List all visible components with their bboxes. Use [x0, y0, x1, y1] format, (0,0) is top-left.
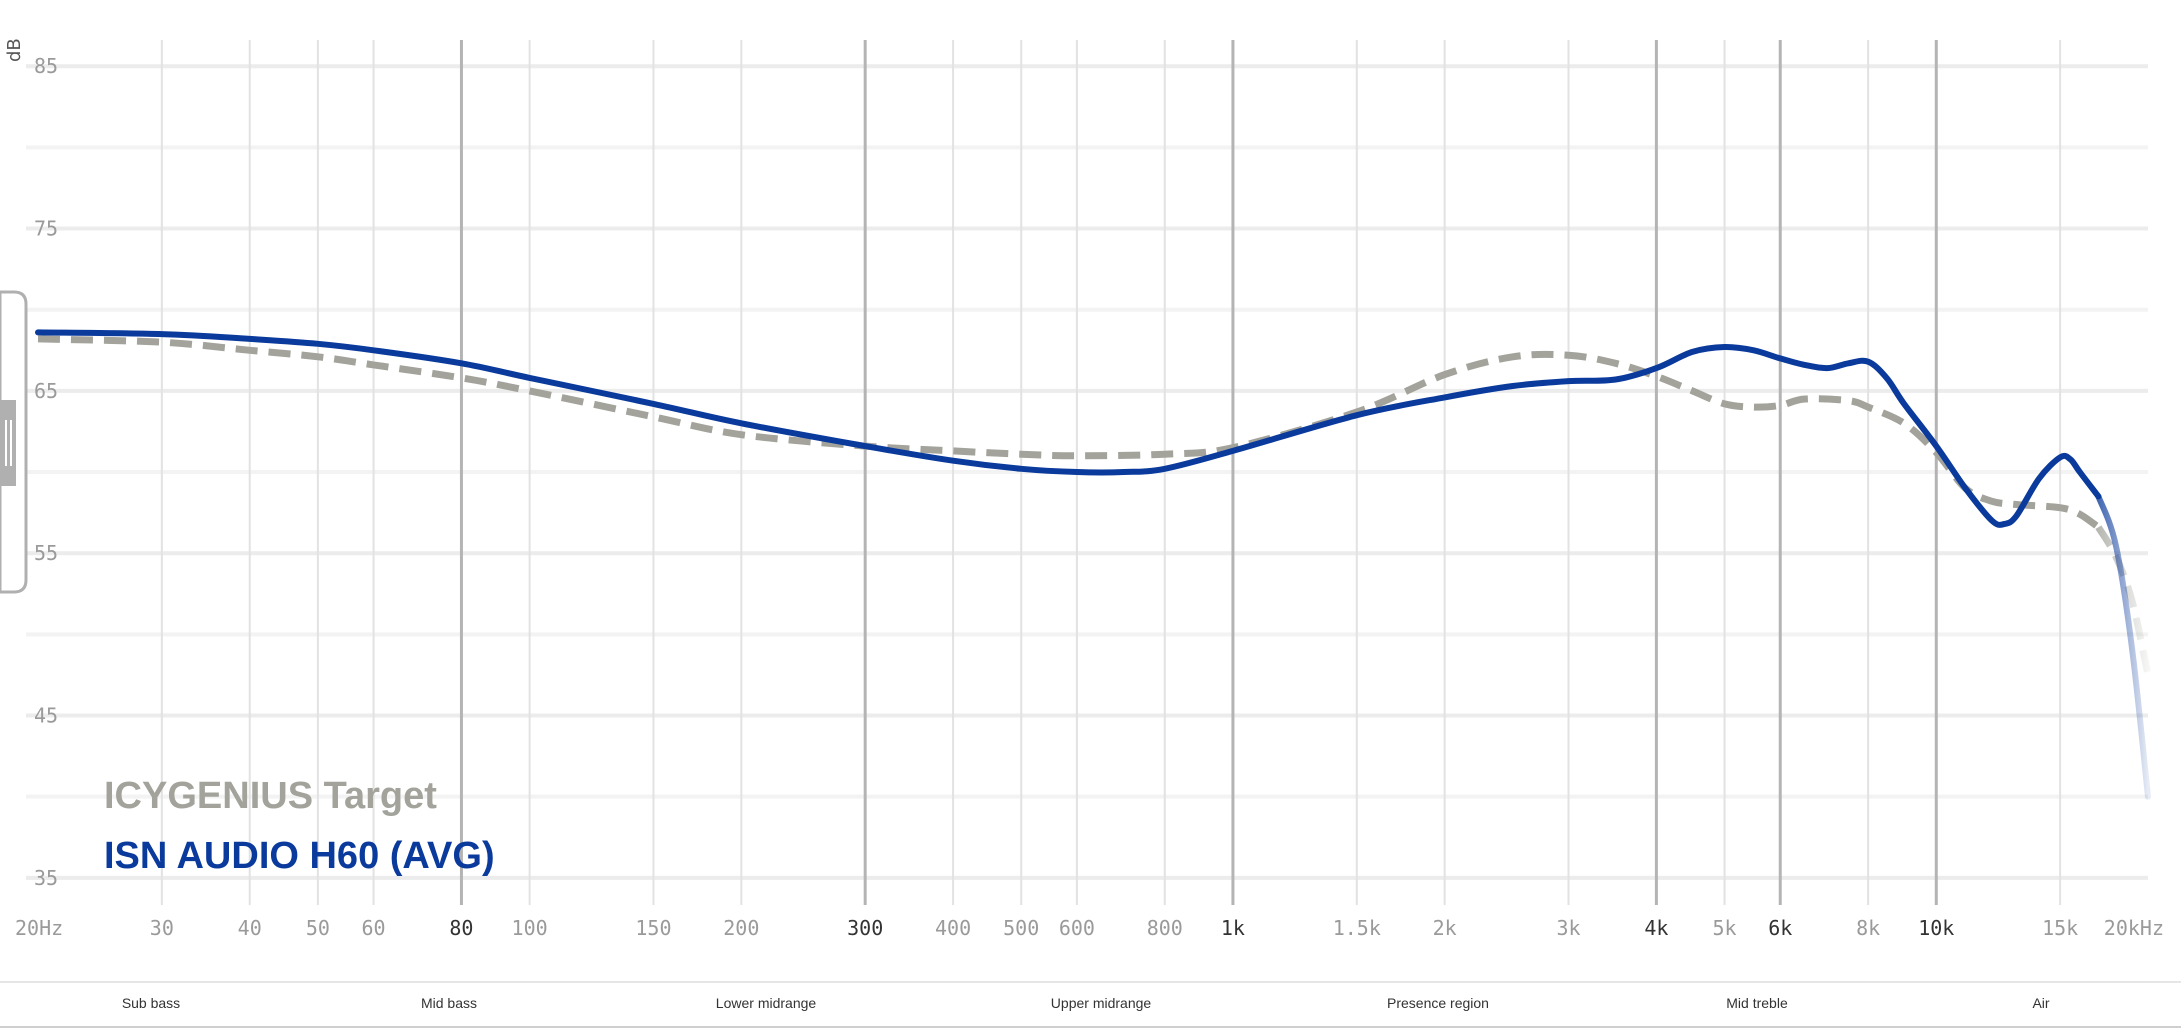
x-tick-label: 40 [238, 916, 262, 940]
x-tick-label: 300 [847, 916, 883, 940]
x-tick-label: 200 [723, 916, 759, 940]
y-tick-label: 45 [34, 704, 58, 728]
region-label: Upper midrange [1051, 995, 1152, 1011]
x-tick-label: 150 [635, 916, 671, 940]
x-tick-label: 2k [1433, 916, 1457, 940]
x-tick-label: 50 [306, 916, 330, 940]
x-tick-label: 100 [512, 916, 548, 940]
region-label: Lower midrange [716, 995, 817, 1011]
x-tick-label: 5k [1713, 916, 1737, 940]
x-tick-label: 15k [2042, 916, 2078, 940]
x-axis-tick-labels: 20Hz 30 40 50 60 80 100 150 200 300 400 500 600 800 1k… [15, 916, 2164, 940]
y-tick-label: 75 [34, 217, 58, 241]
x-tick-label: 20kHz [2104, 916, 2164, 940]
x-tick-label: 1k [1221, 916, 1245, 940]
legend-entry-h60[interactable]: ISN AUDIO H60 (AVG) [104, 835, 495, 877]
h60-curve-tail [2095, 493, 2151, 800]
target-curve-tail [2095, 525, 2152, 676]
y-axis-tick-labels: 85 75 65 55 45 35 [34, 54, 58, 890]
y-tick-label: 65 [34, 379, 58, 403]
legend-entry-target[interactable]: ICYGENIUS Target [104, 775, 437, 817]
x-tick-label: 1.5k [1333, 916, 1381, 940]
x-tick-label: 60 [362, 916, 386, 940]
region-label: Sub bass [122, 995, 180, 1011]
x-tick-label: 80 [449, 916, 473, 940]
region-label: Mid bass [421, 995, 477, 1011]
region-label: Mid treble [1726, 995, 1788, 1011]
x-tick-label: 30 [150, 916, 174, 940]
x-tick-label: 10k [1918, 916, 1954, 940]
x-tick-label: 4k [1644, 916, 1668, 940]
x-tick-label: 500 [1003, 916, 1039, 940]
x-tick-label: 600 [1059, 916, 1095, 940]
y-tick-label: 35 [34, 866, 58, 890]
x-tick-label: 6k [1768, 916, 1792, 940]
target-curve[interactable] [37, 335, 2101, 531]
x-tick-label: 8k [1856, 916, 1880, 940]
x-tick-label: 20Hz [15, 916, 63, 940]
region-label: Air [2032, 995, 2049, 1011]
y-tick-label: 55 [34, 541, 58, 565]
series-layer [35, 329, 2152, 800]
legend: ICYGENIUS Target ISN AUDIO H60 (AVG) [104, 775, 495, 877]
frequency-region-labels: Sub bass Mid bass Lower midrange Upper midr… [122, 995, 2050, 1011]
y-axis-unit-label: dB [4, 38, 25, 62]
y-scale-handle[interactable] [0, 290, 28, 594]
vertical-gridlines [160, 40, 2062, 905]
x-tick-label: 3k [1556, 916, 1580, 940]
region-label: Presence region [1387, 995, 1489, 1011]
x-tick-label: 400 [935, 916, 971, 940]
h60-curve[interactable] [35, 329, 2102, 528]
x-tick-label: 800 [1147, 916, 1183, 940]
y-tick-label: 85 [34, 54, 58, 78]
